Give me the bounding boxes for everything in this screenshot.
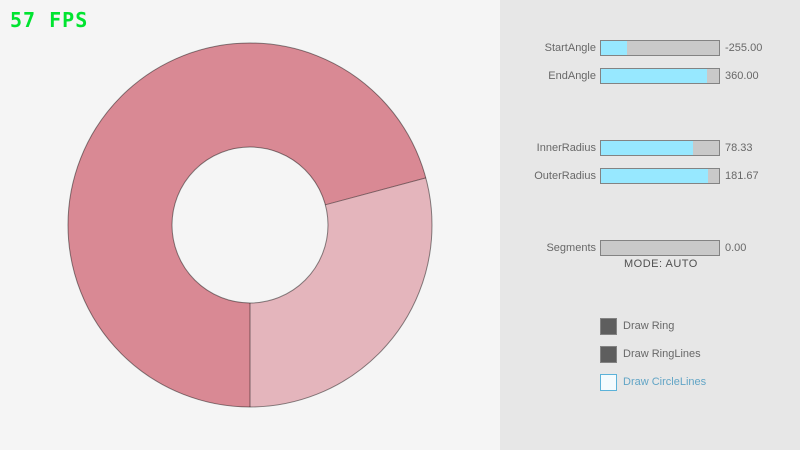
ring-sector-light [250, 177, 433, 407]
startangle-slider-fill [601, 41, 627, 55]
ring-sector-dark [68, 42, 426, 408]
checkbox-row-draw-ringlines: Draw RingLines [500, 346, 800, 363]
outerradius-slider-fill [601, 169, 709, 183]
ring-outer-outline [67, 42, 433, 408]
startangle-slider[interactable] [600, 40, 720, 56]
segments-value: 0.00 [725, 242, 747, 254]
slider-row-startangle: StartAngle -255.00 [500, 40, 800, 56]
draw-circlelines-checkbox[interactable] [600, 374, 617, 391]
segments-slider[interactable] [600, 240, 720, 256]
controls-panel: StartAngle -255.00 EndAngle 360.00 Inner… [500, 0, 800, 450]
fps-counter: 57 FPS [10, 8, 89, 32]
draw-circlelines-label: Draw CircleLines [623, 376, 707, 388]
checkbox-row-draw-circlelines: Draw CircleLines [500, 374, 800, 391]
innerradius-label: InnerRadius [536, 142, 596, 154]
startangle-value: -255.00 [725, 42, 763, 54]
innerradius-value: 78.33 [725, 142, 753, 154]
slider-row-outerradius: OuterRadius 181.67 [500, 168, 800, 184]
slider-row-endangle: EndAngle 360.00 [500, 68, 800, 84]
endangle-slider-fill [601, 69, 708, 83]
draw-ringlines-label: Draw RingLines [623, 348, 701, 360]
slider-row-segments: Segments 0.00 [500, 240, 800, 256]
outerradius-value: 181.67 [725, 170, 759, 182]
innerradius-slider[interactable] [600, 140, 720, 156]
slider-row-innerradius: InnerRadius 78.33 [500, 140, 800, 156]
checkbox-row-draw-ring: Draw Ring [500, 318, 800, 335]
outerradius-slider[interactable] [600, 168, 720, 184]
outerradius-label: OuterRadius [534, 170, 596, 182]
ring-startangle-line [325, 177, 426, 206]
innerradius-slider-fill [601, 141, 694, 155]
segments-label: Segments [546, 242, 596, 254]
draw-ring-label: Draw Ring [623, 320, 675, 332]
endangle-label: EndAngle [548, 70, 596, 82]
draw-ring-checkbox[interactable] [600, 318, 617, 335]
draw-ringlines-checkbox[interactable] [600, 346, 617, 363]
ring-chart [67, 42, 433, 408]
startangle-label: StartAngle [544, 42, 596, 54]
segments-mode-text: MODE: AUTO [624, 258, 698, 270]
ring-inner-outline [171, 146, 329, 304]
endangle-value: 360.00 [725, 70, 759, 82]
endangle-slider[interactable] [600, 68, 720, 84]
